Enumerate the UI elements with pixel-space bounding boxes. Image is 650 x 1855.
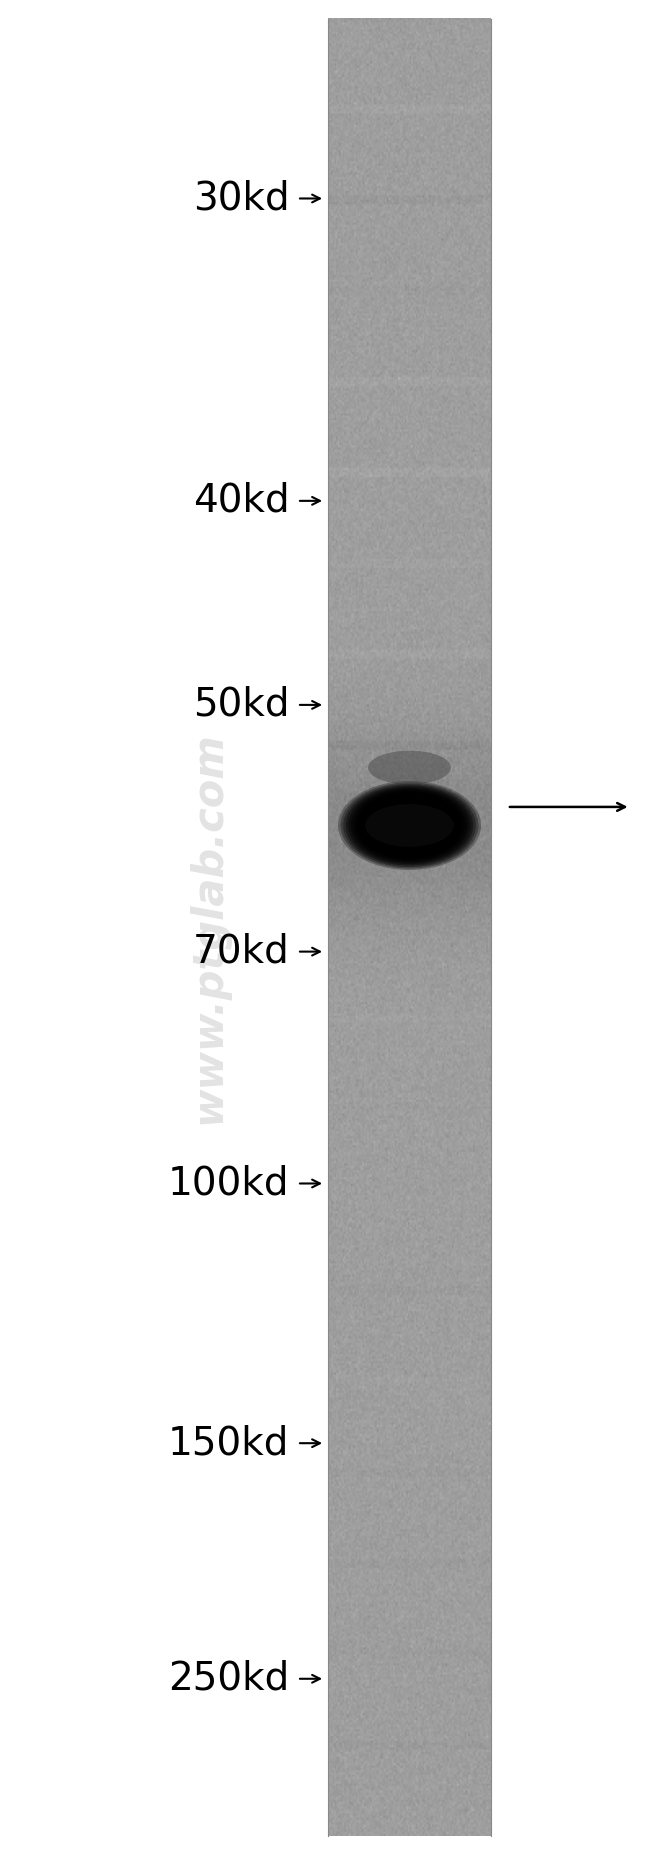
Ellipse shape (364, 796, 455, 855)
Ellipse shape (369, 800, 450, 851)
Ellipse shape (343, 785, 476, 866)
Text: 30kd: 30kd (192, 180, 289, 217)
Ellipse shape (365, 803, 454, 848)
Text: 250kd: 250kd (168, 1660, 289, 1697)
Text: 40kd: 40kd (192, 482, 289, 519)
Text: www.ptglab.com: www.ptglab.com (187, 731, 229, 1124)
Ellipse shape (354, 790, 465, 861)
Ellipse shape (382, 807, 437, 844)
Text: 50kd: 50kd (193, 686, 289, 723)
Text: 100kd: 100kd (168, 1165, 289, 1202)
Ellipse shape (346, 785, 473, 866)
Ellipse shape (356, 792, 463, 859)
Ellipse shape (359, 792, 460, 859)
Ellipse shape (372, 800, 447, 851)
Ellipse shape (367, 798, 452, 853)
Ellipse shape (380, 805, 439, 846)
Ellipse shape (361, 794, 458, 857)
Ellipse shape (374, 801, 445, 850)
Ellipse shape (377, 803, 442, 848)
Text: 150kd: 150kd (168, 1425, 289, 1462)
Ellipse shape (348, 787, 471, 864)
Text: 70kd: 70kd (192, 933, 289, 970)
Ellipse shape (338, 781, 481, 870)
Ellipse shape (341, 783, 478, 868)
Ellipse shape (368, 751, 451, 785)
Ellipse shape (351, 788, 468, 863)
